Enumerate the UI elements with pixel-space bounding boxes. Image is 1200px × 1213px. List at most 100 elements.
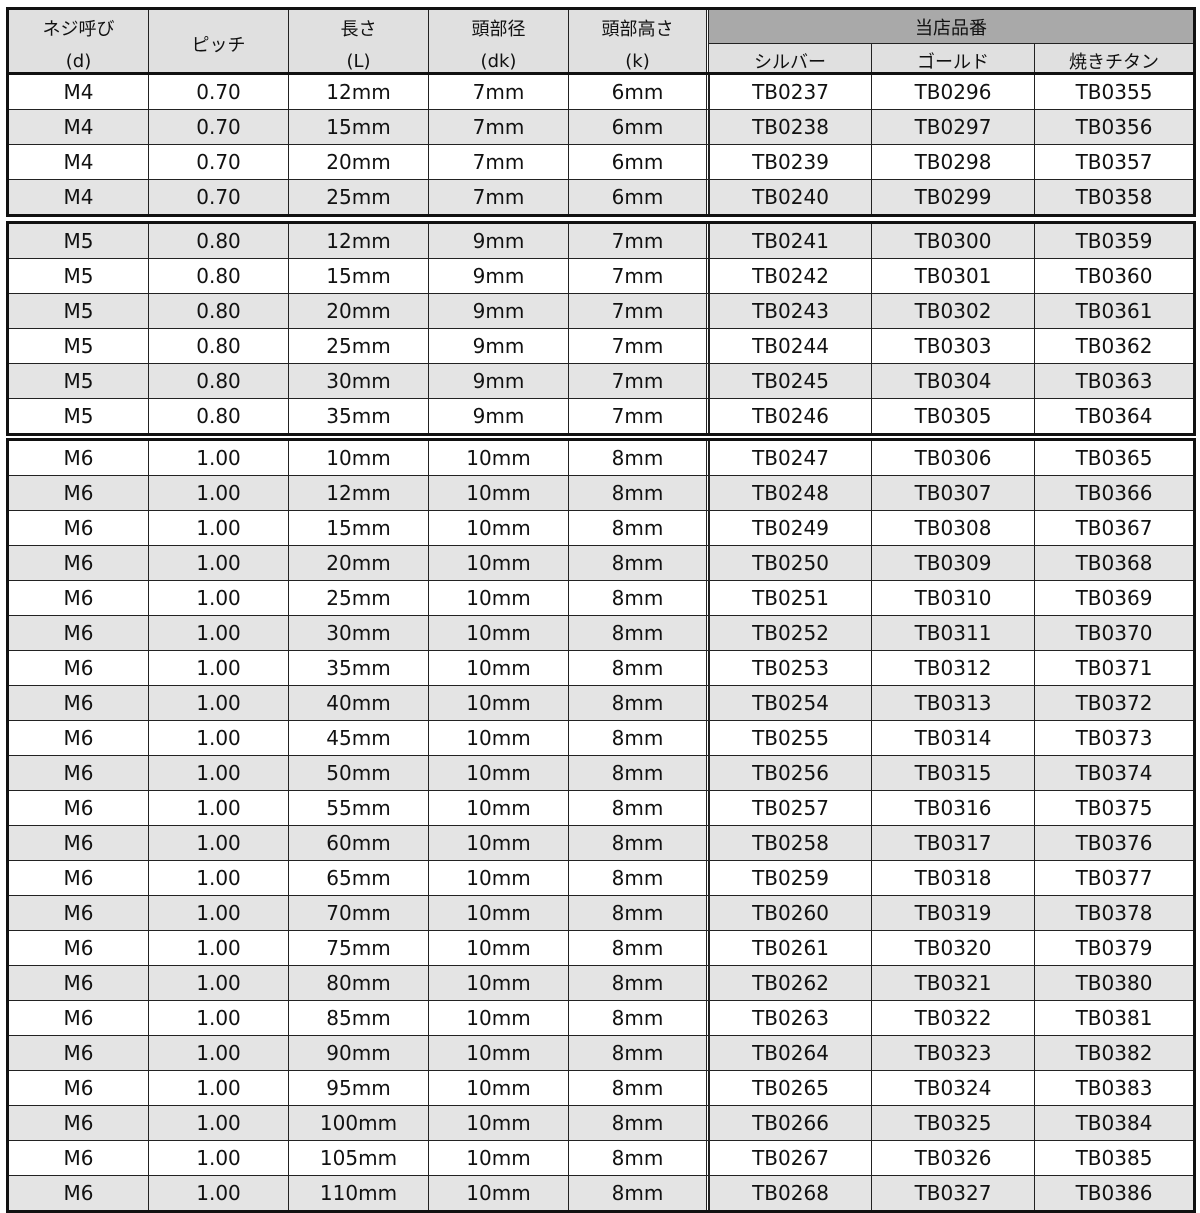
- cell-code-titanium: TB0381: [1034, 1001, 1193, 1035]
- cell-code-gold: TB0315: [871, 756, 1034, 790]
- cell-head-height: 8mm: [568, 1141, 706, 1175]
- cell-code-silver: TB0243: [709, 294, 871, 328]
- cell-code-silver: TB0241: [709, 224, 871, 258]
- cell-code-silver: TB0258: [709, 826, 871, 860]
- cell-pitch: 0.80: [148, 259, 288, 293]
- cell-code-gold: TB0303: [871, 329, 1034, 363]
- cell-head-height: 6mm: [568, 145, 706, 179]
- cell-head-height: 8mm: [568, 511, 706, 545]
- double-divider: [706, 931, 709, 965]
- double-divider: [706, 651, 709, 685]
- cell-length: 90mm: [288, 1036, 428, 1070]
- cell-head-diameter: 10mm: [428, 686, 568, 720]
- cell-pitch: 0.70: [148, 110, 288, 144]
- cell-head-height: 6mm: [568, 180, 706, 214]
- table-row: M5 0.80 20mm 9mm 7mm TB0243 TB0302 TB0361: [9, 293, 1193, 328]
- cell-thread-size: M5: [63, 264, 94, 288]
- cell-code-gold: TB0308: [871, 511, 1034, 545]
- cell-code-gold: TB0306: [871, 441, 1034, 475]
- cell-code-gold: TB0301: [871, 259, 1034, 293]
- cell-head-diameter: 10mm: [428, 1176, 568, 1210]
- cell-code-gold: TB0319: [871, 896, 1034, 930]
- header-group-label: 当店品番: [709, 10, 1193, 44]
- header-length: 長さ (L): [288, 10, 428, 77]
- table-row: M6 1.00 75mm 10mm 8mm TB0261 TB0320 TB0379: [9, 930, 1193, 965]
- cell-code-titanium: TB0376: [1034, 826, 1193, 860]
- cell-head-diameter: 9mm: [428, 399, 568, 433]
- cell-head-height: 8mm: [568, 966, 706, 1000]
- cell-head-height: 8mm: [568, 546, 706, 580]
- cell-pitch: 1.00: [148, 791, 288, 825]
- header-label: 頭部径: [471, 19, 526, 40]
- cell-code-titanium: TB0371: [1034, 651, 1193, 685]
- double-divider: [706, 180, 709, 214]
- double-divider: [706, 826, 709, 860]
- double-divider: [706, 1001, 709, 1035]
- table-row: M6 1.00 65mm 10mm 8mm TB0259 TB0318 TB0377: [9, 860, 1193, 895]
- cell-code-gold: TB0321: [871, 966, 1034, 1000]
- table-row: M6 1.00 45mm 10mm 8mm TB0255 TB0314 TB0373: [9, 720, 1193, 755]
- cell-head-height: 8mm: [568, 686, 706, 720]
- cell-code-titanium: TB0379: [1034, 931, 1193, 965]
- cell-code-gold: TB0312: [871, 651, 1034, 685]
- cell-code-titanium: TB0360: [1034, 259, 1193, 293]
- double-divider: [706, 294, 709, 328]
- header-unit: (k): [625, 51, 650, 72]
- cell-code-titanium: TB0365: [1034, 441, 1193, 475]
- cell-length: 20mm: [288, 546, 428, 580]
- cell-code-titanium: TB0373: [1034, 721, 1193, 755]
- cell-code-titanium: TB0368: [1034, 546, 1193, 580]
- cell-code-silver: TB0257: [709, 791, 871, 825]
- double-divider: [706, 511, 709, 545]
- cell-thread-size: M6: [63, 691, 94, 715]
- table-row: M6 1.00 20mm 10mm 8mm TB0250 TB0309 TB0368: [9, 545, 1193, 580]
- cell-thread-size: M6: [63, 1146, 94, 1170]
- header-label: ピッチ: [191, 34, 246, 56]
- table-row: M4 0.70 15mm 7mm 6mm TB0238 TB0297 TB0356: [9, 109, 1193, 144]
- double-divider: [706, 1071, 709, 1105]
- header-unit: (d): [65, 51, 92, 72]
- cell-head-diameter: 10mm: [428, 1106, 568, 1140]
- cell-length: 85mm: [288, 1001, 428, 1035]
- cell-code-titanium: TB0383: [1034, 1071, 1193, 1105]
- cell-length: 10mm: [288, 441, 428, 475]
- double-divider: [706, 616, 709, 650]
- cell-pitch: 1.00: [148, 476, 288, 510]
- cell-code-titanium: TB0363: [1034, 364, 1193, 398]
- cell-length: 45mm: [288, 721, 428, 755]
- cell-code-silver: TB0267: [709, 1141, 871, 1175]
- cell-code-silver: TB0250: [709, 546, 871, 580]
- cell-code-silver: TB0261: [709, 931, 871, 965]
- cell-code-gold: TB0326: [871, 1141, 1034, 1175]
- cell-code-gold: TB0327: [871, 1176, 1034, 1210]
- cell-head-height: 8mm: [568, 896, 706, 930]
- cell-code-gold: TB0302: [871, 294, 1034, 328]
- cell-length: 20mm: [288, 294, 428, 328]
- cell-code-titanium: TB0384: [1034, 1106, 1193, 1140]
- header-head-height: 頭部高さ (k): [568, 10, 706, 77]
- cell-code-silver: TB0244: [709, 329, 871, 363]
- cell-head-height: 7mm: [568, 364, 706, 398]
- cell-code-titanium: TB0378: [1034, 896, 1193, 930]
- cell-code-silver: TB0266: [709, 1106, 871, 1140]
- cell-thread-size: M6: [63, 656, 94, 680]
- cell-code-silver: TB0253: [709, 651, 871, 685]
- cell-length: 110mm: [288, 1176, 428, 1210]
- double-divider: [706, 441, 709, 475]
- table-row: M6 1.00 80mm 10mm 8mm TB0262 TB0321 TB0380: [9, 965, 1193, 1000]
- cell-pitch: 1.00: [148, 931, 288, 965]
- table-header: ネジ呼び (d) ピッチ 長さ (L) 頭部径 (dk) 頭部高さ (k) 当店品番 シ…: [6, 7, 1196, 80]
- cell-length: 12mm: [288, 75, 428, 109]
- cell-head-height: 8mm: [568, 651, 706, 685]
- cell-code-silver: TB0246: [709, 399, 871, 433]
- table-row: M6 1.00 95mm 10mm 8mm TB0265 TB0324 TB0383: [9, 1070, 1193, 1105]
- cell-pitch: 1.00: [148, 756, 288, 790]
- cell-head-height: 8mm: [568, 826, 706, 860]
- cell-code-titanium: TB0374: [1034, 756, 1193, 790]
- cell-head-height: 7mm: [568, 399, 706, 433]
- cell-thread-size: M6: [63, 901, 94, 925]
- cell-code-titanium: TB0355: [1034, 75, 1193, 109]
- cell-pitch: 1.00: [148, 651, 288, 685]
- cell-code-silver: TB0251: [709, 581, 871, 615]
- cell-pitch: 1.00: [148, 581, 288, 615]
